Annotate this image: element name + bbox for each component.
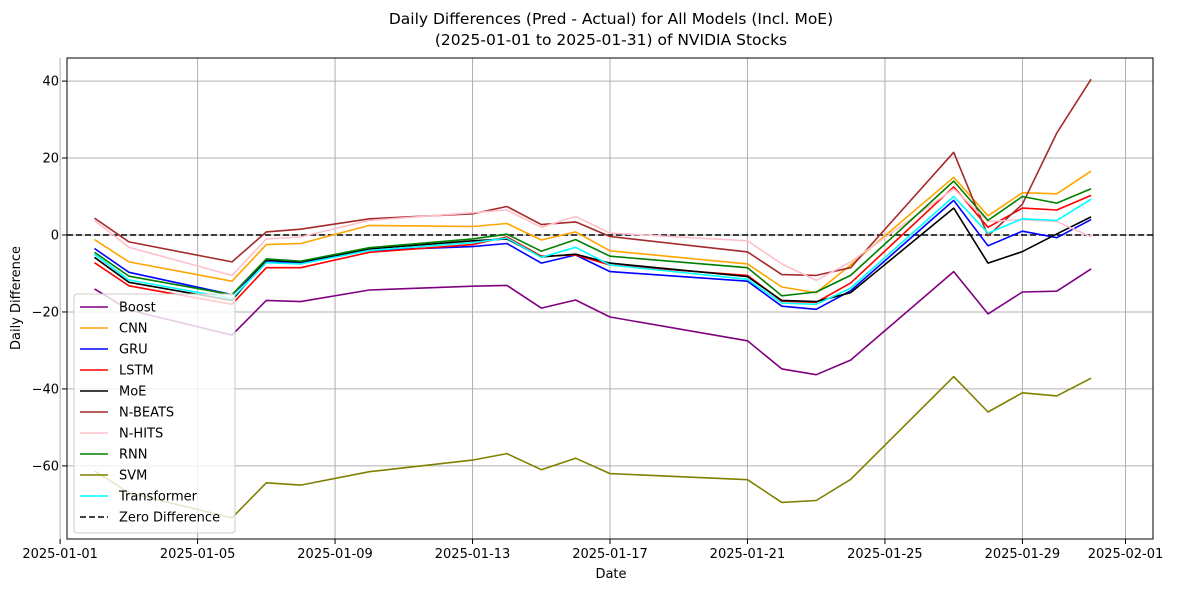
legend-label-gru: GRU xyxy=(119,343,148,358)
legend-label-cnn: CNN xyxy=(119,322,148,337)
series-line-gru xyxy=(94,199,1092,311)
x-axis: 2025-01-01 2025-01-05 2025-01-09 2025-01-13… xyxy=(22,539,1163,562)
y-axis-label: Daily Difference xyxy=(9,246,24,350)
grid-lines xyxy=(59,58,1153,539)
y-tick-label: −20 xyxy=(32,305,59,320)
x-tick-label: 2025-01-05 xyxy=(160,547,236,562)
x-tick-label: 2025-01-09 xyxy=(297,547,373,562)
y-tick-label: 0 xyxy=(51,229,59,244)
legend-label-transformer: Transformer xyxy=(118,490,198,505)
series-line-rnn xyxy=(94,180,1092,297)
legend-label-n-beats: N-BEATS xyxy=(119,406,174,421)
legend: Boost CNN GRU LSTM MoE N-BEATS N-HITS RNN SVM Tra… xyxy=(73,293,236,534)
y-tick-label: 40 xyxy=(42,75,59,90)
x-tick-label: 2025-01-29 xyxy=(985,547,1061,562)
y-axis: −60 −40 −20 0 20 40 xyxy=(32,75,67,474)
y-tick-label: −40 xyxy=(32,382,59,397)
legend-box xyxy=(73,293,236,534)
series-lines xyxy=(94,78,1092,519)
legend-label-n-hits: N-HITS xyxy=(119,427,163,442)
x-tick-label: 2025-01-17 xyxy=(572,547,648,562)
legend-label-lstm: LSTM xyxy=(119,364,154,379)
series-line-cnn xyxy=(94,170,1092,294)
series-line-n-beats xyxy=(94,78,1092,277)
legend-label-svm: SVM xyxy=(119,469,147,484)
x-axis-label: Date xyxy=(595,567,626,582)
series-line-transformer xyxy=(94,195,1092,306)
legend-label-rnn: RNN xyxy=(119,448,147,463)
x-tick-label: 2025-01-13 xyxy=(435,547,511,562)
y-tick-label: −60 xyxy=(32,459,59,474)
x-tick-label: 2025-01-21 xyxy=(710,547,786,562)
chart-subtitle: (2025-01-01 to 2025-01-31) of NVIDIA Sto… xyxy=(435,31,787,49)
series-line-svm xyxy=(94,375,1092,519)
x-tick-label: 2025-01-25 xyxy=(847,547,923,562)
chart-title: Daily Differences (Pred - Actual) for Al… xyxy=(389,10,833,28)
legend-label-boost: Boost xyxy=(119,301,156,316)
x-tick-label: 2025-01-01 xyxy=(22,547,98,562)
legend-label-zero-difference: Zero Difference xyxy=(119,511,220,526)
legend-label-moe: MoE xyxy=(119,385,146,400)
series-line-boost xyxy=(94,268,1092,376)
x-tick-label: 2025-02-01 xyxy=(1088,547,1164,562)
series-line-moe xyxy=(94,207,1092,303)
y-tick-label: 20 xyxy=(42,152,59,167)
series-line-n-hits xyxy=(94,188,1092,282)
